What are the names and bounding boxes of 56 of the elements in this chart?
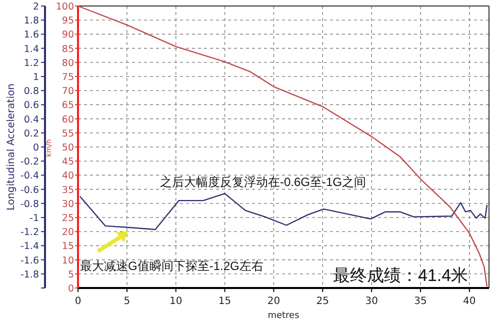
y2-tick-label: 15: [62, 241, 74, 252]
y-tick-label: 1.2: [24, 58, 39, 69]
y2-tick-label: 35: [62, 184, 74, 196]
x-tick-label: 0: [74, 296, 82, 307]
x-tick-label: 30: [365, 296, 378, 307]
y2-tick-label: 20: [62, 227, 74, 238]
y-tick-label: -1.6: [20, 255, 39, 266]
y2-tick-label: 80: [62, 58, 74, 69]
x-tick-label: 15: [218, 296, 232, 307]
y2-tick-label: 60: [62, 114, 74, 126]
y-tick-label: 2: [32, 2, 39, 12]
y-tick-label: 1.8: [24, 16, 39, 27]
y-tick-label: 0.8: [24, 86, 39, 98]
y-axis-title: Longitudinal Acceleration: [6, 84, 17, 210]
y2-tick-label: 40: [62, 170, 74, 182]
annotation: 最终成绩：41.4米: [333, 266, 468, 285]
y2-tick-label: 75: [62, 72, 74, 83]
y2-tick-label: 50: [62, 142, 74, 154]
y-tick-label: 1: [32, 72, 39, 83]
y2-tick-label: 5: [68, 269, 74, 280]
y2-tick-label: 95: [62, 16, 74, 27]
x-axis-title: metres: [268, 311, 300, 321]
x-tick-label: 10: [169, 296, 182, 307]
y-tick-label: -1.4: [20, 241, 39, 252]
x-tick-label: 35: [414, 296, 427, 307]
y2-tick-label: 85: [62, 44, 74, 55]
y-tick-label: 0.6: [24, 100, 39, 112]
y2-tick-label: 0: [68, 284, 74, 294]
y-tick-label: -0.6: [20, 184, 39, 196]
y-tick-label: 1.4: [24, 44, 39, 55]
y-tick-label: 0: [32, 142, 39, 154]
x-tick-label: 5: [124, 296, 130, 307]
y2-tick-label: 25: [62, 213, 74, 224]
y-tick-label: 0.4: [24, 114, 39, 126]
y-tick-label: -0.2: [20, 156, 39, 168]
y2-tick-label: 45: [62, 156, 74, 168]
y-tick-label: -1.2: [20, 227, 39, 238]
annotation: 最大减速G值瞬间下探至-1.2G左右: [80, 259, 264, 273]
y2-tick-label: 10: [62, 255, 74, 266]
x-tick-label: 40: [463, 296, 476, 307]
x-tick-label: 25: [316, 296, 330, 307]
y-tick-label: -1: [30, 213, 39, 224]
y2-tick-label: 65: [62, 100, 74, 112]
annotation: 之后大幅度反复浮动在-0.6G至-1G之间: [160, 175, 366, 189]
y2-tick-label: 70: [62, 86, 74, 98]
y2-tick-label: 30: [62, 198, 74, 210]
y-tick-label: 0.2: [24, 128, 39, 140]
y-tick-label: 1.6: [24, 30, 39, 41]
y2-tick-label: 100: [56, 2, 74, 12]
y2-tick-label: 55: [62, 128, 74, 140]
y2-tick-label: 90: [62, 30, 74, 41]
line-series: [79, 192, 488, 230]
y-tick-label: -0.8: [20, 198, 39, 210]
y-tick-label: -1.8: [20, 269, 39, 280]
y-tick-label: -0.4: [20, 170, 39, 182]
x-tick-label: 20: [267, 296, 280, 307]
